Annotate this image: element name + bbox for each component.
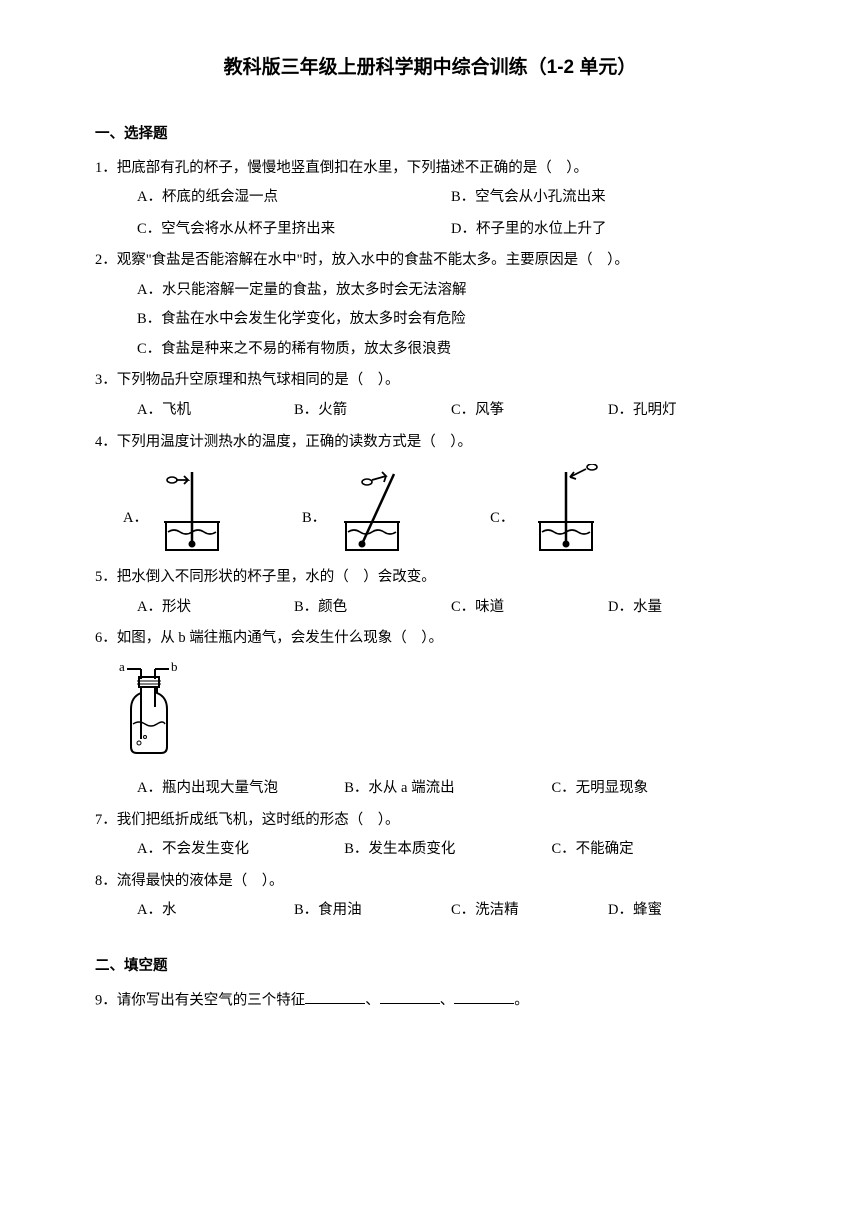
q7-opt-c: C．不能确定 bbox=[551, 836, 758, 864]
q4-text: 4．下列用温度计测热水的温度，正确的读数方式是（ ）。 bbox=[95, 429, 765, 457]
q1-opt-d: D．杯子里的水位上升了 bbox=[451, 216, 765, 244]
section-1-header: 一、选择题 bbox=[95, 121, 765, 149]
svg-text:b: b bbox=[171, 659, 178, 674]
q9-suffix: 。 bbox=[514, 992, 529, 1008]
q2-text: 2．观察"食盐是否能溶解在水中"时，放入水中的食盐不能太多。主要原因是（ ）。 bbox=[95, 247, 765, 275]
q9-prefix: 9．请你写出有关空气的三个特征 bbox=[95, 992, 305, 1008]
question-1: 1．把底部有孔的杯子，慢慢地竖直倒扣在水里，下列描述不正确的是（ ）。 A．杯底… bbox=[95, 155, 765, 244]
question-4: 4．下列用温度计测热水的温度，正确的读数方式是（ ）。 A． B． bbox=[95, 429, 765, 557]
q9-blank-1[interactable] bbox=[305, 987, 365, 1004]
q9-sep-1: 、 bbox=[365, 992, 380, 1008]
q7-opt-a: A．不会发生变化 bbox=[137, 836, 344, 864]
q8-text: 8．流得最快的液体是（ ）。 bbox=[95, 868, 765, 896]
question-6: 6．如图，从 b 端往瓶内通气，会发生什么现象（ ）。 a b A．瓶内出现大量… bbox=[95, 625, 765, 803]
q4-opt-b: B． bbox=[302, 505, 326, 533]
q4-opt-c: C． bbox=[490, 505, 514, 533]
q8-opt-a: A．水 bbox=[137, 897, 294, 925]
bottle-diagram: a b bbox=[117, 659, 187, 759]
q3-opt-a: A．飞机 bbox=[137, 397, 294, 425]
q9-blank-2[interactable] bbox=[380, 987, 440, 1004]
page-title: 教科版三年级上册科学期中综合训练（1-2 单元） bbox=[95, 50, 765, 86]
section-2-header: 二、填空题 bbox=[95, 953, 765, 981]
q8-opt-c: C．洗洁精 bbox=[451, 897, 608, 925]
q9-blank-3[interactable] bbox=[454, 987, 514, 1004]
q5-text: 5．把水倒入不同形状的杯子里，水的（ ）会改变。 bbox=[95, 564, 765, 592]
q4-opt-a: A． bbox=[123, 505, 148, 533]
question-8: 8．流得最快的液体是（ ）。 A．水 B．食用油 C．洗洁精 D．蜂蜜 bbox=[95, 868, 765, 925]
q9-sep-2: 、 bbox=[440, 992, 455, 1008]
q1-opt-c: C．空气会将水从杯子里挤出来 bbox=[137, 216, 451, 244]
question-2: 2．观察"食盐是否能溶解在水中"时，放入水中的食盐不能太多。主要原因是（ ）。 … bbox=[95, 247, 765, 363]
q6-opt-b: B．水从 a 端流出 bbox=[344, 775, 551, 803]
q3-text: 3．下列物品升空原理和热气球相同的是（ ）。 bbox=[95, 367, 765, 395]
q1-opt-b: B．空气会从小孔流出来 bbox=[451, 184, 765, 212]
thermometer-diagram-a bbox=[154, 464, 232, 556]
q5-opt-d: D．水量 bbox=[608, 594, 765, 622]
svg-text:a: a bbox=[119, 659, 125, 674]
question-5: 5．把水倒入不同形状的杯子里，水的（ ）会改变。 A．形状 B．颜色 C．味道 … bbox=[95, 564, 765, 621]
q6-opt-c: C．无明显现象 bbox=[551, 775, 758, 803]
q1-text: 1．把底部有孔的杯子，慢慢地竖直倒扣在水里，下列描述不正确的是（ ）。 bbox=[95, 155, 765, 183]
question-9: 9．请你写出有关空气的三个特征 、 、 。 bbox=[95, 987, 765, 1015]
thermometer-diagram-c bbox=[520, 464, 610, 556]
q3-opt-d: D．孔明灯 bbox=[608, 397, 765, 425]
question-3: 3．下列物品升空原理和热气球相同的是（ ）。 A．飞机 B．火箭 C．风筝 D．… bbox=[95, 367, 765, 424]
q3-opt-c: C．风筝 bbox=[451, 397, 608, 425]
q5-opt-c: C．味道 bbox=[451, 594, 608, 622]
q8-opt-b: B．食用油 bbox=[294, 897, 451, 925]
q8-opt-d: D．蜂蜜 bbox=[608, 897, 765, 925]
q3-opt-b: B．火箭 bbox=[294, 397, 451, 425]
q7-text: 7．我们把纸折成纸飞机，这时纸的形态（ ）。 bbox=[95, 807, 765, 835]
q6-text: 6．如图，从 b 端往瓶内通气，会发生什么现象（ ）。 bbox=[95, 625, 765, 653]
question-7: 7．我们把纸折成纸飞机，这时纸的形态（ ）。 A．不会发生变化 B．发生本质变化… bbox=[95, 807, 765, 864]
q5-opt-b: B．颜色 bbox=[294, 594, 451, 622]
q2-opt-a: A．水只能溶解一定量的食盐，放太多时会无法溶解 bbox=[137, 277, 765, 305]
q5-opt-a: A．形状 bbox=[137, 594, 294, 622]
q2-opt-c: C．食盐是种来之不易的稀有物质，放太多很浪费 bbox=[137, 336, 765, 364]
q6-opt-a: A．瓶内出现大量气泡 bbox=[137, 775, 344, 803]
q2-opt-b: B．食盐在水中会发生化学变化，放太多时会有危险 bbox=[137, 306, 765, 334]
q1-opt-a: A．杯底的纸会湿一点 bbox=[137, 184, 451, 212]
thermometer-diagram-b bbox=[332, 464, 420, 556]
q7-opt-b: B．发生本质变化 bbox=[344, 836, 551, 864]
